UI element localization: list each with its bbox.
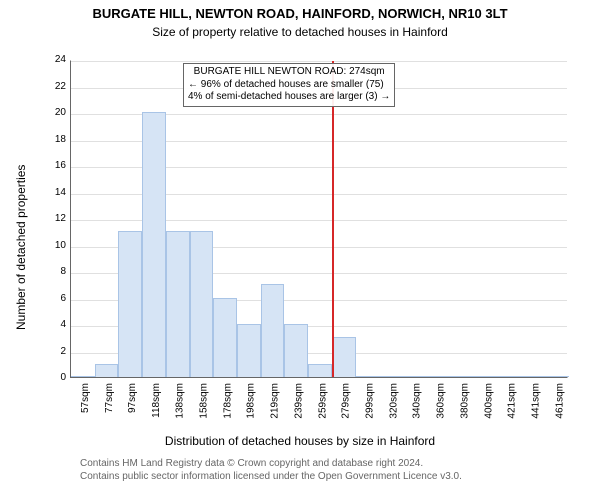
ytick-label: 12 xyxy=(38,213,66,224)
x-axis-label: Distribution of detached houses by size … xyxy=(0,434,600,448)
annotation-line-3: 4% of semi-detached houses are larger (3… xyxy=(188,91,390,104)
xtick-label: 320sqm xyxy=(388,383,399,419)
ytick-label: 18 xyxy=(38,134,66,145)
xtick-label: 299sqm xyxy=(365,383,376,419)
bar xyxy=(332,337,356,377)
xtick-label: 97sqm xyxy=(127,383,138,413)
ytick-label: 0 xyxy=(38,372,66,383)
ytick-label: 8 xyxy=(38,266,66,277)
ytick-label: 20 xyxy=(38,107,66,118)
xtick-label: 198sqm xyxy=(246,383,257,419)
ytick-label: 4 xyxy=(38,319,66,330)
bar xyxy=(190,231,214,377)
bar xyxy=(427,376,451,377)
footnote: Contains HM Land Registry data © Crown c… xyxy=(80,458,462,483)
bar xyxy=(71,376,95,377)
bar xyxy=(379,376,403,377)
marker-line xyxy=(332,61,334,377)
bar xyxy=(213,298,237,378)
bar xyxy=(142,112,166,377)
footnote-line-2: Contains public sector information licen… xyxy=(80,471,462,484)
xtick-label: 57sqm xyxy=(80,383,91,413)
annotation-box: BURGATE HILL NEWTON ROAD: 274sqm ← 96% o… xyxy=(183,63,395,107)
ytick-label: 6 xyxy=(38,293,66,304)
ytick-label: 22 xyxy=(38,81,66,92)
bar xyxy=(450,376,474,377)
xtick-label: 118sqm xyxy=(151,383,162,418)
ytick-label: 14 xyxy=(38,187,66,198)
xtick-label: 178sqm xyxy=(222,383,233,419)
xtick-label: 239sqm xyxy=(293,383,304,419)
bar xyxy=(95,364,119,377)
ytick-label: 16 xyxy=(38,160,66,171)
gridline-h xyxy=(71,61,567,62)
bar xyxy=(261,284,285,377)
bar xyxy=(403,376,427,377)
bar xyxy=(522,376,546,377)
plot-area: BURGATE HILL NEWTON ROAD: 274sqm ← 96% o… xyxy=(70,60,568,378)
xtick-label: 138sqm xyxy=(175,383,186,419)
xtick-label: 461sqm xyxy=(554,383,565,419)
bar xyxy=(166,231,190,377)
xtick-label: 158sqm xyxy=(199,383,210,419)
chart-container: BURGATE HILL, NEWTON ROAD, HAINFORD, NOR… xyxy=(0,0,600,500)
y-axis-label: Number of detached properties xyxy=(14,165,28,330)
bar xyxy=(237,324,261,377)
bar xyxy=(356,376,380,377)
xtick-label: 441sqm xyxy=(531,383,542,419)
bar xyxy=(474,376,498,377)
xtick-label: 340sqm xyxy=(412,383,423,419)
chart-title-main: BURGATE HILL, NEWTON ROAD, HAINFORD, NOR… xyxy=(0,6,600,21)
annotation-line-1: BURGATE HILL NEWTON ROAD: 274sqm xyxy=(188,66,390,79)
ytick-label: 2 xyxy=(38,346,66,357)
bar xyxy=(118,231,142,377)
xtick-label: 219sqm xyxy=(270,383,281,419)
xtick-label: 77sqm xyxy=(104,383,115,413)
bar xyxy=(498,376,522,377)
ytick-label: 10 xyxy=(38,240,66,251)
xtick-label: 400sqm xyxy=(483,383,494,419)
bar xyxy=(308,364,332,377)
xtick-label: 279sqm xyxy=(341,383,352,419)
ytick-label: 24 xyxy=(38,54,66,65)
xtick-label: 380sqm xyxy=(459,383,470,419)
bar xyxy=(545,376,569,377)
footnote-line-1: Contains HM Land Registry data © Crown c… xyxy=(80,458,462,471)
xtick-label: 259sqm xyxy=(317,383,328,419)
chart-title-sub: Size of property relative to detached ho… xyxy=(0,25,600,39)
bar xyxy=(284,324,308,377)
xtick-label: 360sqm xyxy=(436,383,447,419)
annotation-line-2: ← 96% of detached houses are smaller (75… xyxy=(188,79,390,92)
xtick-label: 421sqm xyxy=(507,383,518,419)
